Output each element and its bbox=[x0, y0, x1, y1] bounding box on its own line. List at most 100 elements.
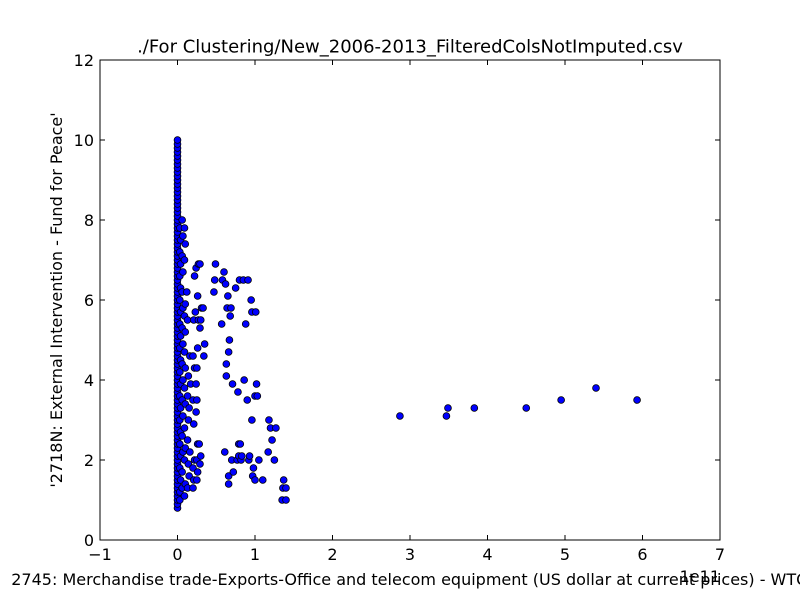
data-point bbox=[240, 376, 248, 384]
data-point bbox=[193, 344, 202, 352]
data-point bbox=[179, 232, 187, 240]
data-point bbox=[272, 424, 280, 432]
x-tick-label: 1 bbox=[250, 545, 260, 564]
data-point bbox=[258, 476, 267, 484]
data-point bbox=[220, 268, 228, 276]
data-point bbox=[396, 412, 404, 420]
data-point bbox=[193, 292, 202, 300]
data-point bbox=[196, 316, 205, 324]
data-point bbox=[184, 372, 193, 380]
data-point bbox=[190, 272, 199, 280]
x-tick-label: 2 bbox=[327, 545, 337, 564]
data-point bbox=[193, 364, 201, 372]
data-point bbox=[179, 340, 187, 348]
data-point bbox=[199, 304, 207, 312]
data-point bbox=[178, 468, 186, 476]
data-point bbox=[270, 456, 279, 464]
data-point bbox=[193, 468, 202, 476]
data-point bbox=[249, 464, 258, 472]
data-point bbox=[236, 440, 245, 448]
data-point bbox=[180, 424, 189, 432]
chart-title: ./For Clustering/New_2006-2013_FilteredC… bbox=[137, 37, 683, 58]
data-point bbox=[193, 396, 201, 404]
data-point bbox=[248, 416, 256, 424]
data-point bbox=[633, 396, 641, 404]
data-point bbox=[200, 340, 209, 348]
x-tick-label: 0 bbox=[172, 545, 182, 564]
data-point bbox=[183, 436, 192, 444]
data-point bbox=[224, 480, 233, 488]
data-point bbox=[178, 216, 186, 224]
x-tick-label: 5 bbox=[560, 545, 570, 564]
data-point bbox=[229, 468, 238, 476]
data-point bbox=[179, 376, 187, 384]
data-point bbox=[180, 256, 189, 264]
data-point bbox=[442, 412, 451, 420]
data-point bbox=[192, 408, 200, 416]
data-point bbox=[196, 460, 204, 468]
data-point bbox=[186, 448, 194, 456]
data-point bbox=[189, 484, 197, 492]
data-point bbox=[251, 308, 260, 316]
x-tick-label: 4 bbox=[482, 545, 492, 564]
data-point bbox=[211, 260, 220, 268]
x-axis-ticks: −1 0 1 2 3 4 5 6 7 bbox=[88, 60, 725, 564]
data-point bbox=[189, 352, 197, 360]
y-tick-label: 12 bbox=[74, 51, 94, 70]
data-point bbox=[176, 296, 184, 304]
data-point bbox=[183, 288, 191, 296]
x-tick-label: 3 bbox=[405, 545, 415, 564]
data-point bbox=[247, 296, 255, 304]
data-point bbox=[238, 452, 246, 460]
data-point bbox=[592, 384, 600, 392]
data-point bbox=[282, 484, 290, 492]
x-tick-label: 7 bbox=[715, 545, 725, 564]
data-point bbox=[180, 224, 189, 232]
y-tick-label: 4 bbox=[84, 371, 94, 390]
data-point bbox=[265, 416, 273, 424]
data-point bbox=[179, 268, 187, 276]
data-point bbox=[282, 496, 290, 504]
data-point bbox=[234, 388, 242, 396]
data-point bbox=[222, 372, 231, 380]
data-point bbox=[200, 352, 208, 360]
data-point bbox=[183, 316, 192, 324]
x-axis-offset-text: 1e11 bbox=[680, 567, 720, 586]
data-point bbox=[251, 476, 259, 484]
data-point bbox=[196, 324, 204, 332]
y-tick-label: 2 bbox=[84, 451, 94, 470]
data-point bbox=[224, 348, 233, 356]
data-point bbox=[189, 420, 198, 428]
data-point bbox=[196, 260, 204, 268]
data-point bbox=[191, 308, 200, 316]
data-point bbox=[210, 276, 219, 284]
data-point bbox=[173, 136, 182, 144]
data-point bbox=[557, 396, 565, 404]
data-point bbox=[210, 288, 218, 296]
data-point bbox=[217, 320, 226, 328]
data-point bbox=[181, 328, 190, 336]
data-point bbox=[196, 452, 205, 460]
y-tick-label: 6 bbox=[84, 291, 94, 310]
y-tick-label: 8 bbox=[84, 211, 94, 230]
data-point bbox=[222, 360, 231, 368]
data-point bbox=[220, 448, 229, 456]
data-point bbox=[243, 396, 252, 404]
data-point bbox=[225, 336, 234, 344]
data-point bbox=[253, 392, 262, 400]
data-point bbox=[522, 404, 531, 412]
data-point bbox=[241, 320, 250, 328]
data-point bbox=[252, 380, 261, 388]
x-axis-label: 2745: Merchandise trade-Exports-Office a… bbox=[11, 570, 800, 589]
data-point bbox=[185, 404, 193, 412]
data-point bbox=[470, 404, 479, 412]
data-point bbox=[181, 240, 190, 248]
data-point bbox=[227, 304, 235, 312]
data-point bbox=[231, 284, 240, 292]
data-point bbox=[279, 476, 288, 484]
data-point bbox=[193, 476, 201, 484]
data-point bbox=[179, 412, 187, 420]
data-point bbox=[180, 348, 189, 356]
data-point bbox=[176, 440, 184, 448]
